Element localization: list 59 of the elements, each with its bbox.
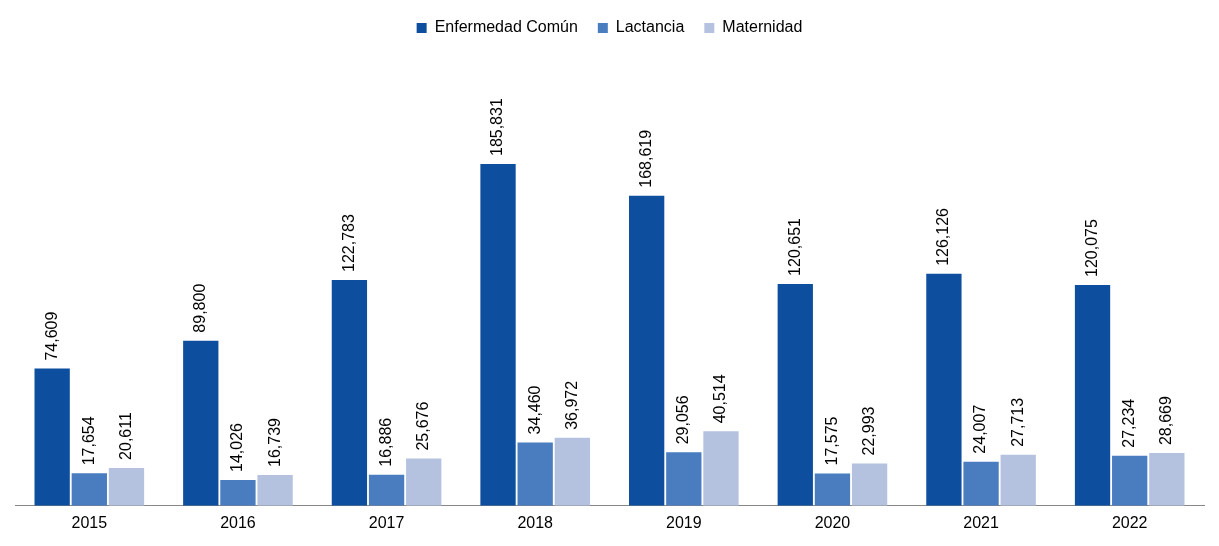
legend-label: Enfermedad Común: [434, 18, 578, 36]
data-label: 25,676: [414, 401, 432, 451]
bar: [1000, 454, 1036, 506]
bar: [703, 431, 739, 506]
data-label: 29,056: [674, 395, 692, 445]
bar: [1074, 284, 1111, 506]
x-tick-label: 2017: [368, 513, 405, 531]
bar: [666, 452, 702, 506]
data-label: 28,669: [1157, 396, 1175, 446]
data-label: 126,126: [934, 207, 952, 266]
x-tick-label: 2015: [71, 513, 108, 531]
data-label: 17,654: [79, 416, 97, 466]
data-label: 27,234: [1120, 398, 1138, 448]
bar: [331, 279, 368, 506]
bar: [1112, 455, 1148, 506]
bar: [777, 283, 813, 506]
bar: [517, 442, 553, 506]
x-tick-label: 2022: [1111, 513, 1148, 531]
x-tick-label: 2020: [814, 513, 851, 531]
x-tick-label: 2019: [666, 513, 702, 531]
data-label: 24,007: [971, 404, 989, 454]
bar: [220, 480, 256, 506]
x-tick-label: 2018: [517, 513, 554, 531]
data-label: 16,886: [376, 417, 394, 467]
data-label: 120,651: [785, 217, 803, 276]
bar: [406, 458, 442, 506]
x-tick-label: 2021: [963, 513, 999, 531]
data-label: 34,460: [525, 385, 543, 435]
bar: [71, 473, 107, 506]
bar: [183, 340, 219, 506]
data-label: 89,800: [191, 283, 209, 333]
bar: [814, 473, 851, 506]
bar: [480, 164, 516, 506]
data-label: 17,575: [822, 416, 840, 466]
data-label: 74,609: [42, 311, 60, 361]
data-label: 27,713: [1008, 397, 1026, 447]
bar: [108, 467, 145, 506]
data-label: 122,783: [339, 214, 357, 272]
data-label: 22,993: [860, 406, 877, 456]
data-label: 40,514: [711, 374, 729, 424]
legend-label: Lactancia: [615, 18, 685, 36]
data-label: 185,831: [488, 98, 506, 157]
bar: [34, 368, 70, 506]
bar: [629, 195, 665, 506]
data-label: 16,739: [265, 417, 283, 468]
x-tick-label: 2016: [220, 513, 256, 531]
bar: [1149, 453, 1185, 506]
data-label: 36,972: [562, 380, 580, 430]
bar: [257, 475, 293, 506]
bar: [926, 273, 962, 506]
legend-label: Maternidad: [722, 18, 803, 36]
data-label: 14,026: [228, 422, 246, 472]
bar: [368, 474, 405, 506]
bar: [851, 463, 888, 506]
data-label: 168,619: [637, 129, 655, 188]
data-label: 120,075: [1082, 219, 1100, 277]
data-label: 20,611: [116, 412, 134, 460]
bar: [554, 437, 590, 506]
bar: [963, 461, 999, 506]
